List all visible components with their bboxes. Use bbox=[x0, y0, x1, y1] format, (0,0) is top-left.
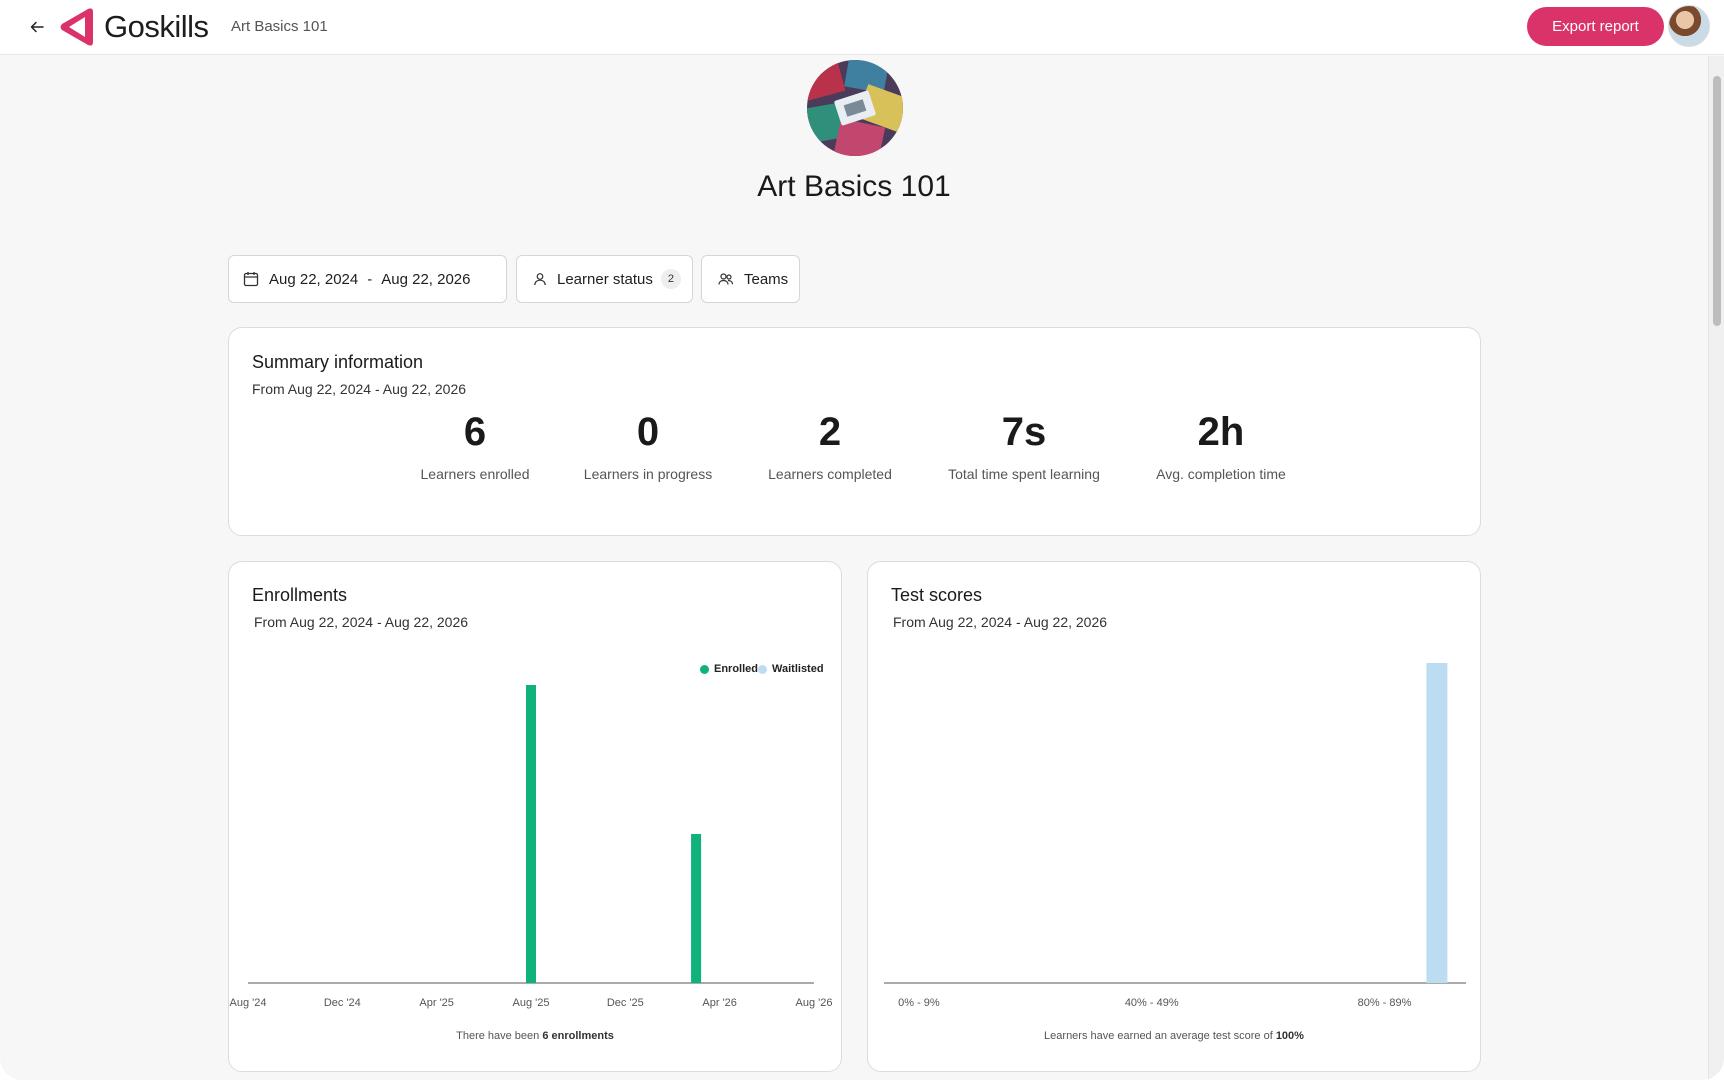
team-icon bbox=[718, 272, 734, 286]
x-tick-label: Aug '25 bbox=[513, 997, 550, 1009]
learner-status-filter[interactable]: Learner status 2 bbox=[516, 255, 693, 303]
enrollments-legend: Enrolled Waitlisted bbox=[700, 663, 824, 675]
enrollment-bar bbox=[691, 834, 702, 983]
legend-dot-enrolled bbox=[700, 664, 709, 674]
stat-label: Learners enrolled bbox=[420, 466, 530, 482]
test-scores-title: Test scores bbox=[891, 585, 983, 605]
date-range-filter[interactable]: Aug 22, 2024 - Aug 22, 2026 bbox=[228, 255, 507, 303]
stat-value: 2 bbox=[818, 410, 842, 454]
test-scores-range: From Aug 22, 2024 - Aug 22, 2026 bbox=[893, 614, 1108, 630]
date-end: Aug 22, 2026 bbox=[381, 270, 471, 288]
x-tick-label: 80% - 89% bbox=[1358, 997, 1412, 1009]
scrollbar-thumb[interactable] bbox=[1713, 76, 1721, 326]
legend-label-enrolled: Enrolled bbox=[714, 663, 759, 675]
test-scores-note: Learners have earned an average test sco… bbox=[867, 1030, 1481, 1042]
x-tick-label: Aug '24 bbox=[230, 997, 267, 1009]
stat-label: Learners completed bbox=[768, 466, 892, 482]
x-tick-label: Apr '25 bbox=[419, 997, 454, 1009]
stat-value: 0 bbox=[636, 410, 660, 454]
stat-label: Avg. completion time bbox=[1156, 466, 1286, 482]
test-scores-note-prefix: Learners have earned an average test sco… bbox=[1044, 1030, 1276, 1042]
learner-status-label: Learner status bbox=[557, 270, 653, 288]
calendar-icon bbox=[243, 271, 259, 287]
test-scores-note-value: 100% bbox=[1275, 1030, 1304, 1042]
goskills-logo[interactable]: Goskills bbox=[58, 5, 209, 49]
scrollbar[interactable] bbox=[1708, 56, 1724, 1080]
top-bar: Goskills Art Basics 101 Export report bbox=[0, 0, 1724, 55]
stat-label: Learners in progress bbox=[583, 466, 713, 482]
logo-text: Goskills bbox=[104, 9, 209, 44]
person-icon bbox=[533, 272, 547, 286]
legend-label-waitlisted: Waitlisted bbox=[772, 663, 824, 675]
learner-status-count-badge: 2 bbox=[660, 269, 681, 289]
stat-learners-enrolled: 6 Learners enrolled bbox=[415, 410, 535, 482]
x-tick-label: Dec '25 bbox=[607, 997, 644, 1009]
teams-label: Teams bbox=[744, 270, 789, 288]
stat-value: 7s bbox=[1001, 410, 1047, 454]
stat-avg-completion: 2h Avg. completion time bbox=[1146, 410, 1296, 482]
x-tick-label: Aug '26 bbox=[796, 997, 833, 1009]
x-tick-label: Apr '26 bbox=[702, 997, 737, 1009]
enrollments-title: Enrollments bbox=[252, 585, 348, 605]
breadcrumb-course: Art Basics 101 bbox=[231, 18, 328, 35]
score-bar bbox=[1426, 663, 1448, 983]
enrollments-note: There have been 6 enrollments bbox=[228, 1030, 842, 1042]
back-arrow-icon[interactable] bbox=[24, 14, 50, 40]
export-report-button[interactable]: Export report bbox=[1527, 7, 1664, 46]
enrollments-note-prefix: There have been bbox=[456, 1030, 543, 1042]
enrollments-note-value: 6 enrollments bbox=[542, 1030, 614, 1042]
summary-range: From Aug 22, 2024 - Aug 22, 2026 bbox=[252, 381, 467, 397]
enrollment-bar bbox=[526, 685, 536, 983]
test-scores-card bbox=[867, 561, 1481, 1072]
x-tick-label: 0% - 9% bbox=[898, 997, 940, 1009]
stat-label: Total time spent learning bbox=[948, 466, 1100, 482]
stat-total-time: 7s Total time spent learning bbox=[936, 410, 1112, 482]
summary-title: Summary information bbox=[252, 352, 424, 372]
legend-dot-waitlisted bbox=[758, 664, 768, 674]
stat-value: 6 bbox=[463, 410, 487, 454]
date-separator: - bbox=[367, 270, 373, 288]
stat-learners-completed: 2 Learners completed bbox=[760, 410, 900, 482]
summary-card bbox=[228, 327, 1481, 536]
date-start: Aug 22, 2024 bbox=[269, 270, 359, 288]
stat-value: 2h bbox=[1197, 410, 1245, 454]
user-avatar[interactable] bbox=[1668, 5, 1710, 47]
enrollments-range: From Aug 22, 2024 - Aug 22, 2026 bbox=[254, 614, 469, 630]
stat-learners-in-progress: 0 Learners in progress bbox=[578, 410, 718, 482]
x-tick-label: Dec '24 bbox=[324, 997, 361, 1009]
logo-mark-icon bbox=[60, 8, 93, 46]
course-title: Art Basics 101 bbox=[757, 170, 951, 203]
x-tick-label: 40% - 49% bbox=[1125, 997, 1179, 1009]
teams-filter[interactable]: Teams bbox=[701, 255, 800, 303]
